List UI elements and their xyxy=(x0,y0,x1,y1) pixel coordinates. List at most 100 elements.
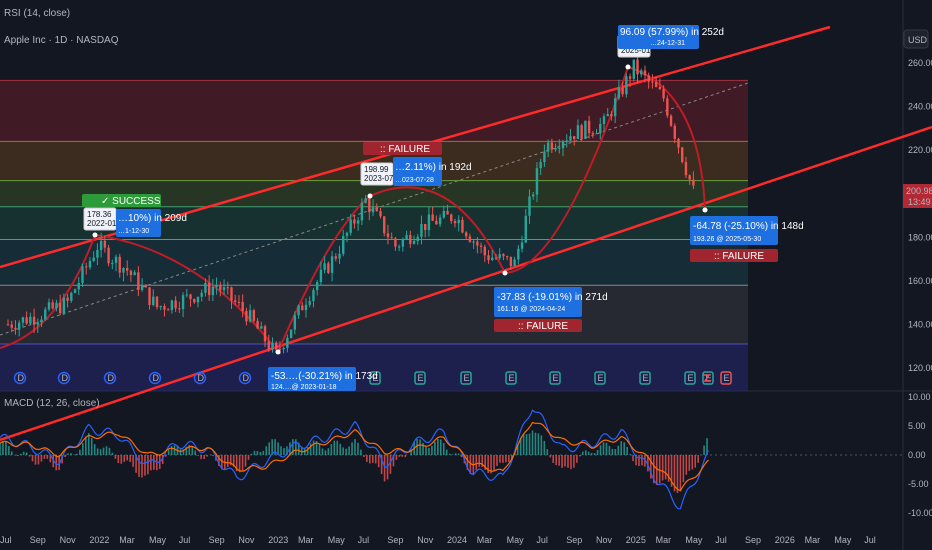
earnings-marker[interactable] xyxy=(594,371,606,385)
earnings-marker-letter: E xyxy=(373,373,379,383)
candle-body xyxy=(550,142,554,150)
candle-body xyxy=(174,300,177,309)
earnings-marker[interactable] xyxy=(684,371,696,385)
candle-body xyxy=(77,282,80,290)
macd-histogram-bar xyxy=(487,455,489,473)
earnings-marker[interactable] xyxy=(460,371,472,385)
macd-histogram-bar xyxy=(300,446,303,455)
macd-histogram-bar xyxy=(602,442,605,455)
macd-histogram-bar xyxy=(534,432,537,455)
macd-histogram-bar xyxy=(599,445,602,455)
signal-line xyxy=(0,421,709,492)
macd-indicator-label[interactable]: MACD (12, 26, close) xyxy=(4,398,100,409)
time-tick-label: Sep xyxy=(30,535,46,545)
macd-histogram-bar xyxy=(5,441,7,455)
macd-histogram-bar xyxy=(363,455,365,457)
candle-body xyxy=(420,223,423,237)
time-tick-label: Mar xyxy=(477,535,493,545)
earnings-marker[interactable] xyxy=(414,371,426,385)
currency-button[interactable] xyxy=(903,29,929,49)
earnings-marker[interactable] xyxy=(549,371,561,385)
macd-axis[interactable]: 10.00 5.00 0.00 -5.00 -10.00 xyxy=(908,392,932,518)
macd-histogram-bar xyxy=(697,455,699,463)
failure-badge-text: :: FAILURE xyxy=(518,321,568,332)
macd-histogram-bar xyxy=(49,455,52,463)
move-label[interactable] xyxy=(690,216,778,245)
macd-histogram-bar xyxy=(120,455,123,464)
move-label[interactable] xyxy=(268,367,356,391)
swing-arc[interactable] xyxy=(277,195,371,353)
price-axis[interactable]: 260.00240.00220.00200.00180.00160.00140.… xyxy=(908,58,932,373)
candle-body xyxy=(129,270,133,276)
macd-histogram-bar xyxy=(620,441,623,455)
move-label-text: 96.09 (57.99%) in 252d xyxy=(620,27,724,38)
macd-histogram-bar xyxy=(623,442,626,455)
dividend-marker[interactable] xyxy=(148,371,162,385)
candle-body xyxy=(491,257,494,261)
macd-histogram-bar xyxy=(179,449,182,455)
macd-histogram-bar xyxy=(638,455,640,466)
macd-histogram-bar xyxy=(460,455,463,457)
candle-body xyxy=(401,239,405,247)
macd-tick-label: -10.00 xyxy=(908,508,932,518)
swing-arc[interactable] xyxy=(0,234,96,349)
candle-body xyxy=(424,223,427,231)
pivot-point xyxy=(275,349,281,355)
time-tick-label: Nov xyxy=(238,535,255,545)
candle-body xyxy=(405,235,408,240)
earnings-marker-letter: E xyxy=(598,373,604,383)
rsi-indicator-label[interactable]: RSI (14, close) xyxy=(4,8,70,19)
candle-body xyxy=(576,125,580,140)
split-bolt-icon[interactable] xyxy=(703,374,711,382)
macd-histogram-bar xyxy=(277,442,279,455)
candle-body xyxy=(282,348,285,350)
move-labels[interactable]: 178.362022-01-03198.992023-07-28258.0420… xyxy=(82,25,804,391)
macd-histogram-bar xyxy=(117,455,120,464)
macd-histogram-bar xyxy=(540,435,543,455)
macd-histogram-bar xyxy=(259,452,262,455)
dividend-marker[interactable] xyxy=(13,371,27,385)
earnings-marker[interactable] xyxy=(369,371,381,385)
candle-body xyxy=(580,125,583,139)
pivot-point xyxy=(702,207,708,213)
macd-histogram-bar xyxy=(499,455,501,463)
macd-line xyxy=(0,409,710,510)
swing-arc[interactable] xyxy=(369,186,506,274)
candle-body xyxy=(189,294,192,300)
channel-lower-line[interactable] xyxy=(0,125,932,442)
candle-body xyxy=(640,70,643,75)
failure-badge[interactable] xyxy=(363,142,442,155)
macd-histogram-bar xyxy=(31,455,34,462)
dividend-marker[interactable] xyxy=(193,371,207,385)
dividend-marker[interactable] xyxy=(57,371,71,385)
candle-body xyxy=(271,342,274,350)
candle-body xyxy=(502,254,505,257)
time-tick-label: Jul xyxy=(358,535,370,545)
candle-body xyxy=(323,263,326,270)
move-label[interactable] xyxy=(618,25,699,49)
earnings-dividend-markers[interactable]: DDDDDDDEEEEEEEEEE xyxy=(13,371,732,385)
candle-body xyxy=(152,296,155,306)
failure-badge[interactable] xyxy=(494,319,582,332)
candle-body xyxy=(476,241,479,246)
earnings-marker[interactable] xyxy=(505,371,517,385)
candle-body xyxy=(662,89,665,99)
earnings-marker[interactable] xyxy=(639,371,651,385)
macd-histogram-bar xyxy=(238,455,241,473)
failure-badge[interactable] xyxy=(690,249,778,262)
earnings-marker[interactable] xyxy=(702,371,714,385)
dividend-marker-letter: D xyxy=(153,373,160,383)
macd-pane xyxy=(0,409,903,510)
macd-histogram-bar xyxy=(274,439,276,455)
candle-body xyxy=(468,236,472,242)
dividend-marker[interactable] xyxy=(103,371,117,385)
earnings-marker[interactable] xyxy=(720,371,732,385)
move-label[interactable] xyxy=(393,157,442,186)
success-badge[interactable] xyxy=(82,194,161,207)
time-axis[interactable]: Jul Sep Nov 2022 Mar May Jul Sep Nov 2023 Mar May Ju… xyxy=(0,535,876,545)
dividend-marker[interactable] xyxy=(238,371,252,385)
move-label[interactable] xyxy=(494,287,582,317)
macd-histogram-bar xyxy=(691,455,694,470)
move-label[interactable] xyxy=(116,209,161,237)
